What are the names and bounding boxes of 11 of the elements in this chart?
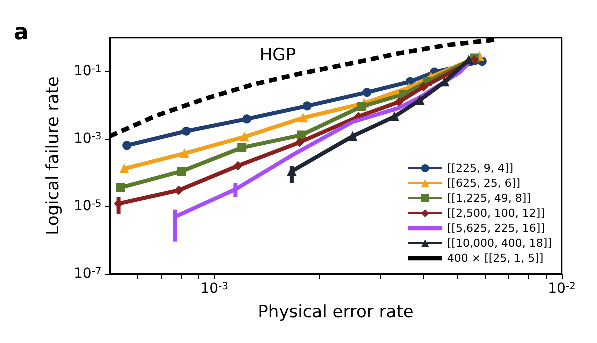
text: HGP — [260, 46, 296, 66]
legend-label: [[225, 9, 4]] — [447, 162, 514, 175]
y-axis-title: Logical failure rate — [44, 76, 64, 236]
legend-label: [[5,625, 225, 16]] — [447, 222, 546, 235]
legend-label: [[1,225, 49, 8]] — [447, 192, 532, 205]
x-axis-title: Physical error rate — [258, 302, 414, 322]
legend-label: [[625, 25, 6]] — [447, 177, 521, 190]
legend-label: [[2,500, 100, 12]] — [447, 207, 546, 220]
text: a — [14, 20, 29, 46]
legend-label: 400 × [[25, 1, 5]] — [447, 252, 544, 265]
legend-label: [[10,000, 400, 18]] — [447, 237, 552, 250]
